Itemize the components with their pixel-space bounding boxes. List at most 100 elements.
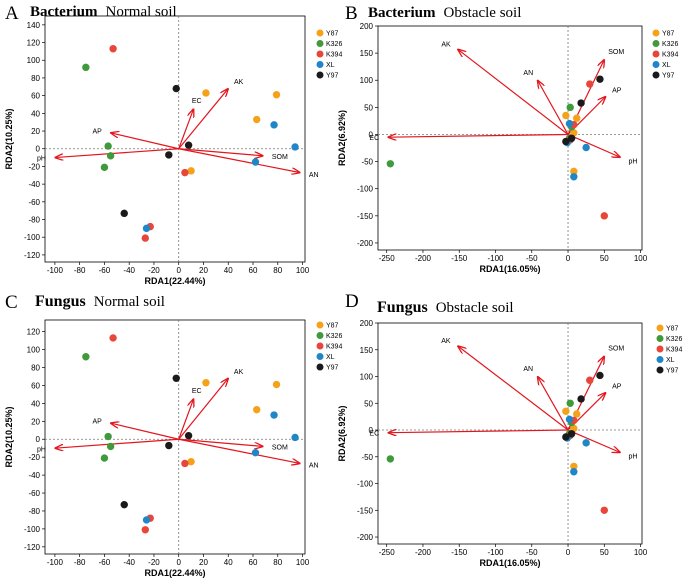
- x-tick-label: -40: [123, 558, 135, 567]
- legend-label: K394: [666, 347, 682, 354]
- sample-point-k326: [104, 142, 112, 150]
- y-tick-label: 100: [360, 76, 374, 85]
- legend-label: Y97: [666, 368, 679, 375]
- x-tick-label: -80: [74, 266, 86, 275]
- y-tick-label: 20: [31, 417, 40, 426]
- x-tick-label: 0: [566, 548, 571, 557]
- y-tick-label: 40: [31, 109, 40, 118]
- panel-C: C Fungus Normal soil -100 -80 -60 -40 -20 0 20 40 6…: [4, 292, 342, 578]
- vector-label: AN: [523, 70, 533, 77]
- vector-label: pH: [37, 446, 46, 453]
- vector-ph: [567, 429, 620, 452]
- y-tick-label: 140: [27, 21, 41, 30]
- legend-label: XL: [326, 354, 335, 361]
- sample-point-y87: [202, 379, 210, 387]
- panel-title: Bacterium Obstacle soil: [368, 5, 521, 21]
- sample-point-k326: [386, 455, 395, 463]
- vector-label: pH: [37, 156, 46, 163]
- legend-label: Y87: [662, 31, 675, 38]
- vector-ec: [178, 399, 194, 440]
- vector-an: [178, 148, 300, 173]
- y-tick-label: 80: [31, 74, 40, 83]
- y-tick-label: -60: [28, 489, 40, 498]
- sample-point-xl: [142, 224, 151, 233]
- sample-point-k326: [82, 63, 90, 72]
- vector-som: [178, 148, 263, 156]
- panel-title: Bacterium Normal soil: [30, 4, 177, 20]
- x-tick-label: -60: [99, 558, 111, 567]
- y-tick-label: -150: [357, 506, 374, 515]
- panel-title-organism: Fungus: [377, 299, 428, 316]
- vector-label: AK: [441, 338, 451, 345]
- legend-dot-y87: [316, 321, 324, 329]
- legend-label: XL: [326, 62, 335, 69]
- sample-point-xl: [270, 411, 278, 419]
- sample-point-y97: [172, 84, 180, 93]
- y-tick-label: -120: [24, 543, 41, 552]
- panel-title-soil: Normal soil: [105, 4, 176, 20]
- y-axis-label: RDA2(6.92%): [337, 110, 347, 166]
- x-axis-label: RDA1(22.44%): [144, 568, 205, 578]
- legend-label: Y97: [326, 73, 339, 80]
- x-tick-label: -80: [74, 558, 86, 567]
- x-tick-label: 50: [600, 254, 609, 263]
- sample-point-y97: [562, 137, 570, 146]
- sample-point-y87: [272, 91, 281, 99]
- y-tick-label: -100: [357, 480, 374, 489]
- y-tick-label: 0: [36, 145, 41, 154]
- x-tick-label: 60: [249, 558, 258, 567]
- y-tick-label: 0: [36, 435, 41, 444]
- sample-point-xl: [291, 143, 299, 151]
- legend-label: K326: [666, 336, 682, 343]
- y-tick-label: 20: [31, 127, 40, 136]
- sample-point-y87: [562, 407, 570, 415]
- legend-dot-k326: [316, 40, 324, 47]
- x-axis-label: RDA1(16.05%): [479, 264, 540, 274]
- x-tick-label: 20: [199, 266, 208, 275]
- x-tick-label: 100: [296, 558, 310, 567]
- x-tick-label: 100: [634, 548, 648, 557]
- x-tick-label: -20: [148, 558, 160, 567]
- y-tick-label: -100: [24, 233, 41, 242]
- y-tick-label: -60: [28, 198, 40, 207]
- x-tick-label: 80: [273, 266, 282, 275]
- y-tick-label: -120: [24, 251, 41, 260]
- sample-point-y97: [165, 151, 173, 159]
- y-axis-label: RDA2(6.92%): [337, 405, 347, 461]
- legend-label: K326: [326, 333, 342, 340]
- sample-point-k326: [100, 454, 109, 462]
- legend-label: K394: [662, 52, 678, 59]
- sample-point-xl: [251, 158, 260, 166]
- sample-point-k394: [141, 234, 149, 242]
- y-tick-label: 100: [27, 346, 41, 355]
- sample-point-y87: [253, 405, 261, 414]
- sample-point-xl: [582, 143, 590, 152]
- plot-frame: [377, 322, 643, 545]
- legend-dot-k394: [316, 50, 324, 58]
- vector-ak: [458, 49, 569, 135]
- sample-point-y87: [272, 380, 281, 389]
- y-tick-label: 200: [360, 319, 374, 328]
- legend-dot-xl: [652, 61, 660, 68]
- x-tick-label: -50: [526, 548, 538, 557]
- y-tick-label: 0: [369, 130, 374, 139]
- sample-point-k326: [100, 163, 109, 172]
- legend-label: Y87: [666, 326, 679, 333]
- vector-label: AP: [93, 128, 103, 135]
- sample-point-xl: [565, 119, 574, 128]
- legend-label: K394: [326, 52, 342, 59]
- vector-label: SOM: [608, 49, 624, 56]
- y-tick-label: -50: [361, 453, 373, 462]
- vector-label: SOM: [272, 445, 288, 452]
- x-tick-label: 40: [224, 558, 233, 567]
- vector-ph: [567, 133, 620, 157]
- sample-point-y97: [567, 134, 576, 142]
- sample-point-k394: [181, 459, 189, 468]
- vector-label: EC: [369, 430, 379, 437]
- x-tick-label: -100: [47, 266, 64, 275]
- panel-label: B: [345, 3, 358, 24]
- sample-point-y87: [570, 167, 578, 176]
- panel-A: A Bacterium Normal soil -100 -80 -60 -40 -20 0 20…: [4, 3, 342, 286]
- legend-dot-y97: [316, 363, 324, 371]
